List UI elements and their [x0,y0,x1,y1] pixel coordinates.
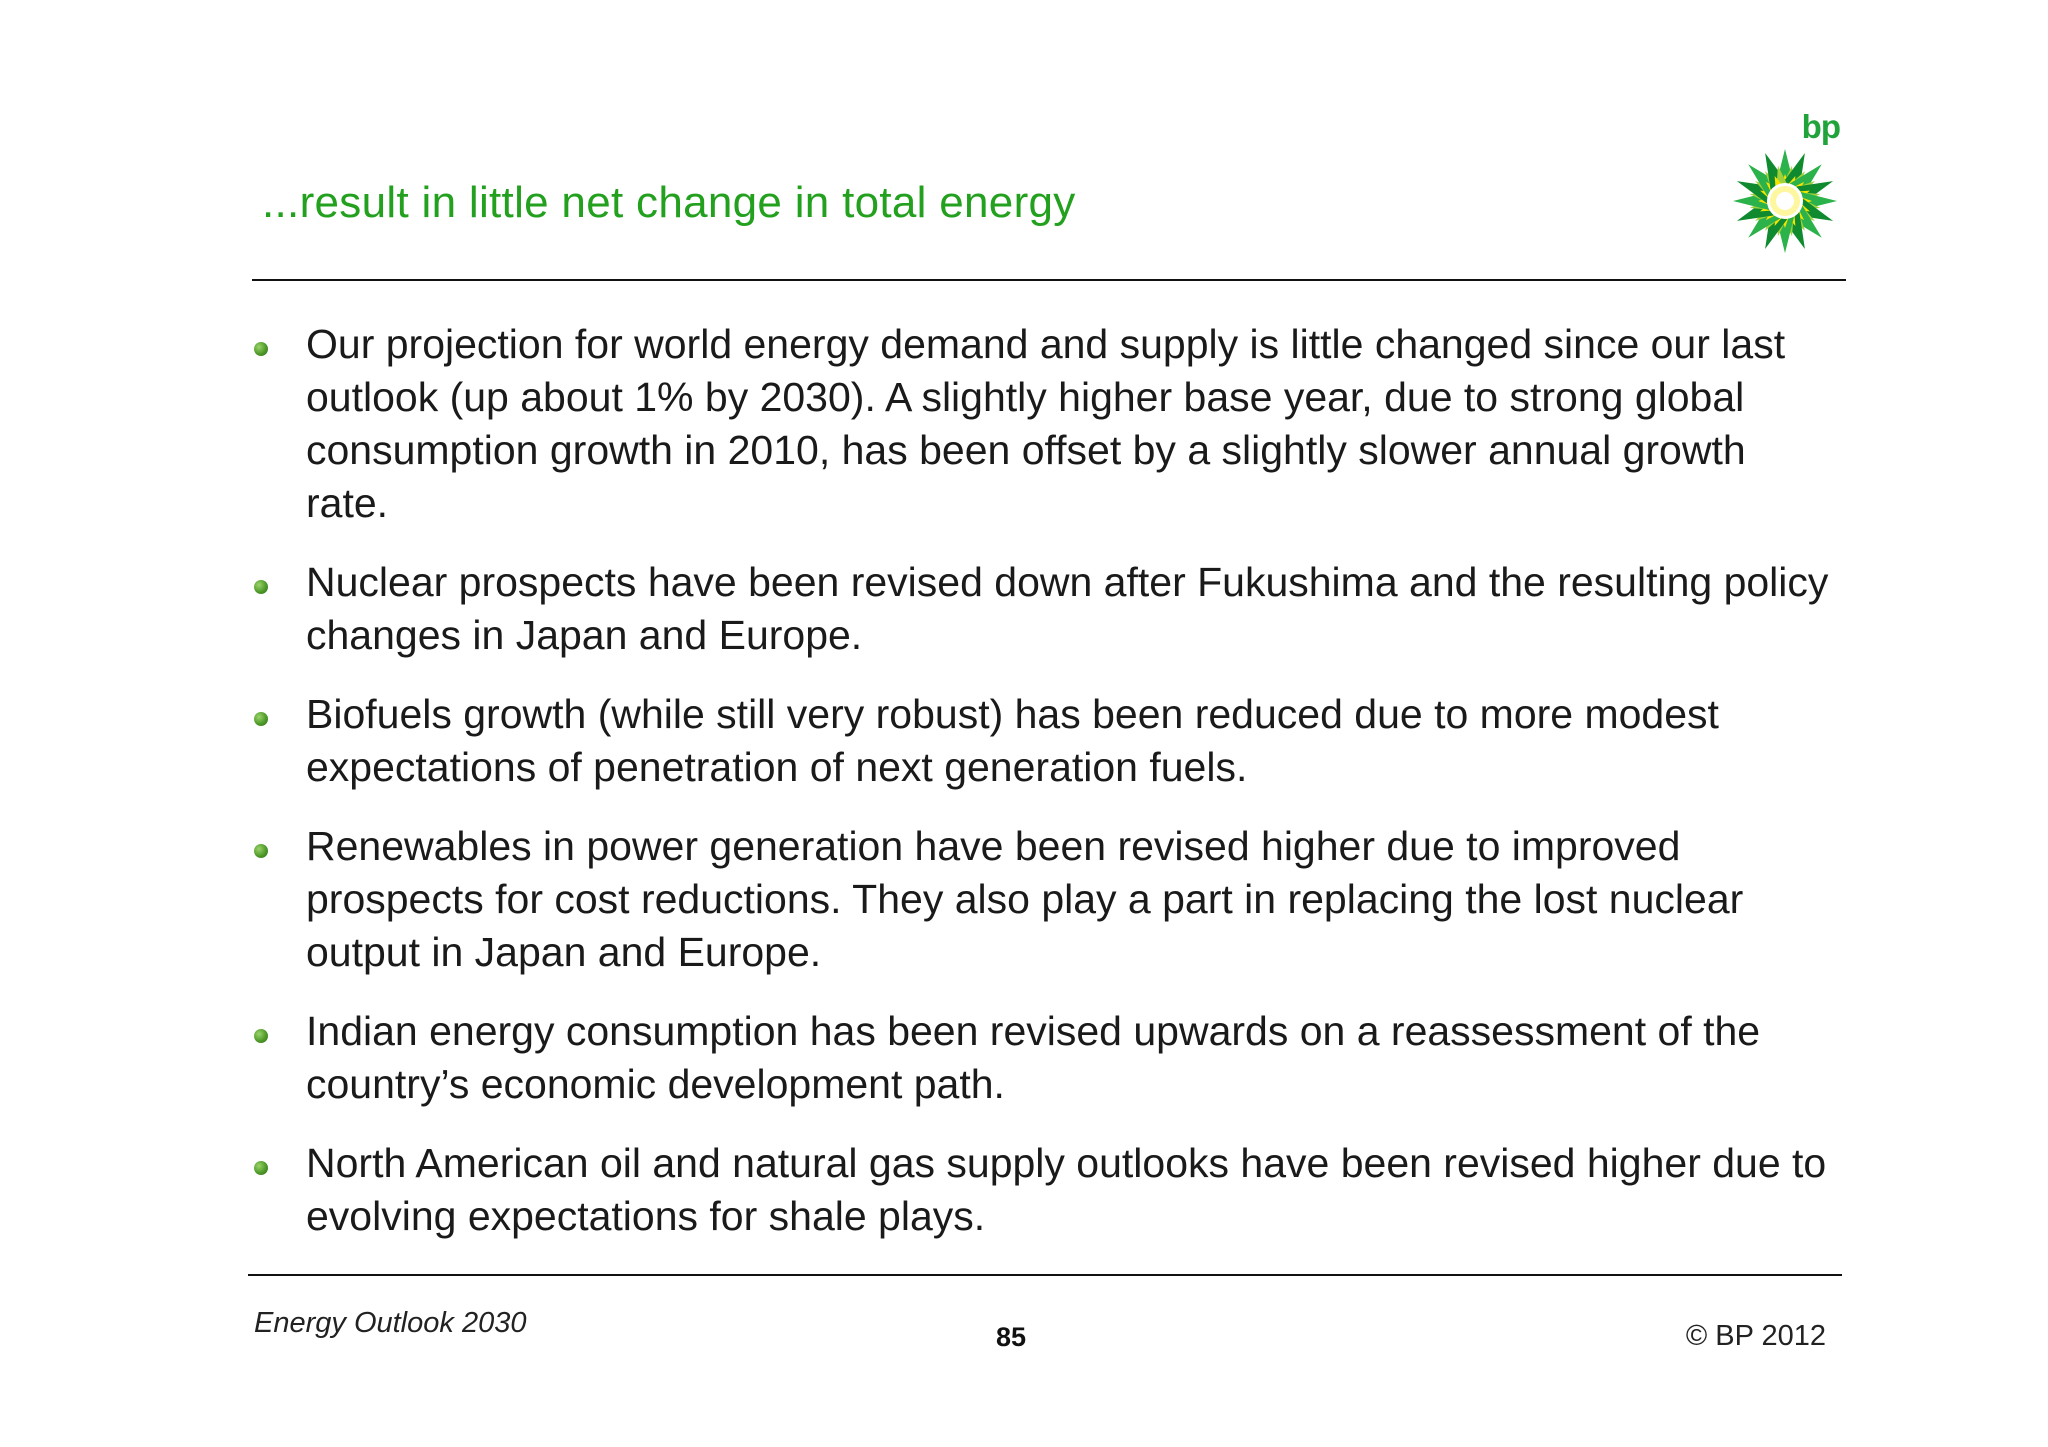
footer-divider [248,1274,1842,1276]
bullet-item: Nuclear prospects have been revised down… [252,556,1832,662]
bullet-item: Biofuels growth (while still very robust… [252,688,1832,794]
page-number: 85 [996,1322,1027,1352]
bullet-text: North American oil and natural gas suppl… [306,1140,1827,1239]
bullet-text: Indian energy consumption has been revis… [306,1008,1761,1107]
bullet-item: Indian energy consumption has been revis… [252,1005,1832,1111]
bullet-list: Our projection for world energy demand a… [252,318,1832,1269]
slide-title: ...result in little net change in total … [262,178,1076,227]
bp-logo-text: bp [1801,108,1841,145]
copyright-notice: © BP 2012 [1685,1320,1826,1352]
green-dot-icon [254,342,268,356]
bullet-text: Nuclear prospects have been revised down… [306,559,1829,658]
green-dot-icon [254,712,268,726]
bp-logo: bp [1730,108,1846,258]
green-dot-icon [254,844,268,858]
bullet-text: Renewables in power generation have been… [306,823,1744,975]
header-divider [252,279,1846,281]
green-dot-icon [254,1161,268,1175]
publication-name: Energy Outlook 2030 [254,1307,527,1339]
bullet-item: Renewables in power generation have been… [252,820,1832,979]
bullet-text: Biofuels growth (while still very robust… [306,691,1719,790]
bullet-text: Our projection for world energy demand a… [306,321,1786,526]
green-dot-icon [254,580,268,594]
helios-sun-icon [1733,149,1837,253]
bullet-item: North American oil and natural gas suppl… [252,1137,1832,1243]
bullet-item: Our projection for world energy demand a… [252,318,1832,530]
green-dot-icon [254,1029,268,1043]
